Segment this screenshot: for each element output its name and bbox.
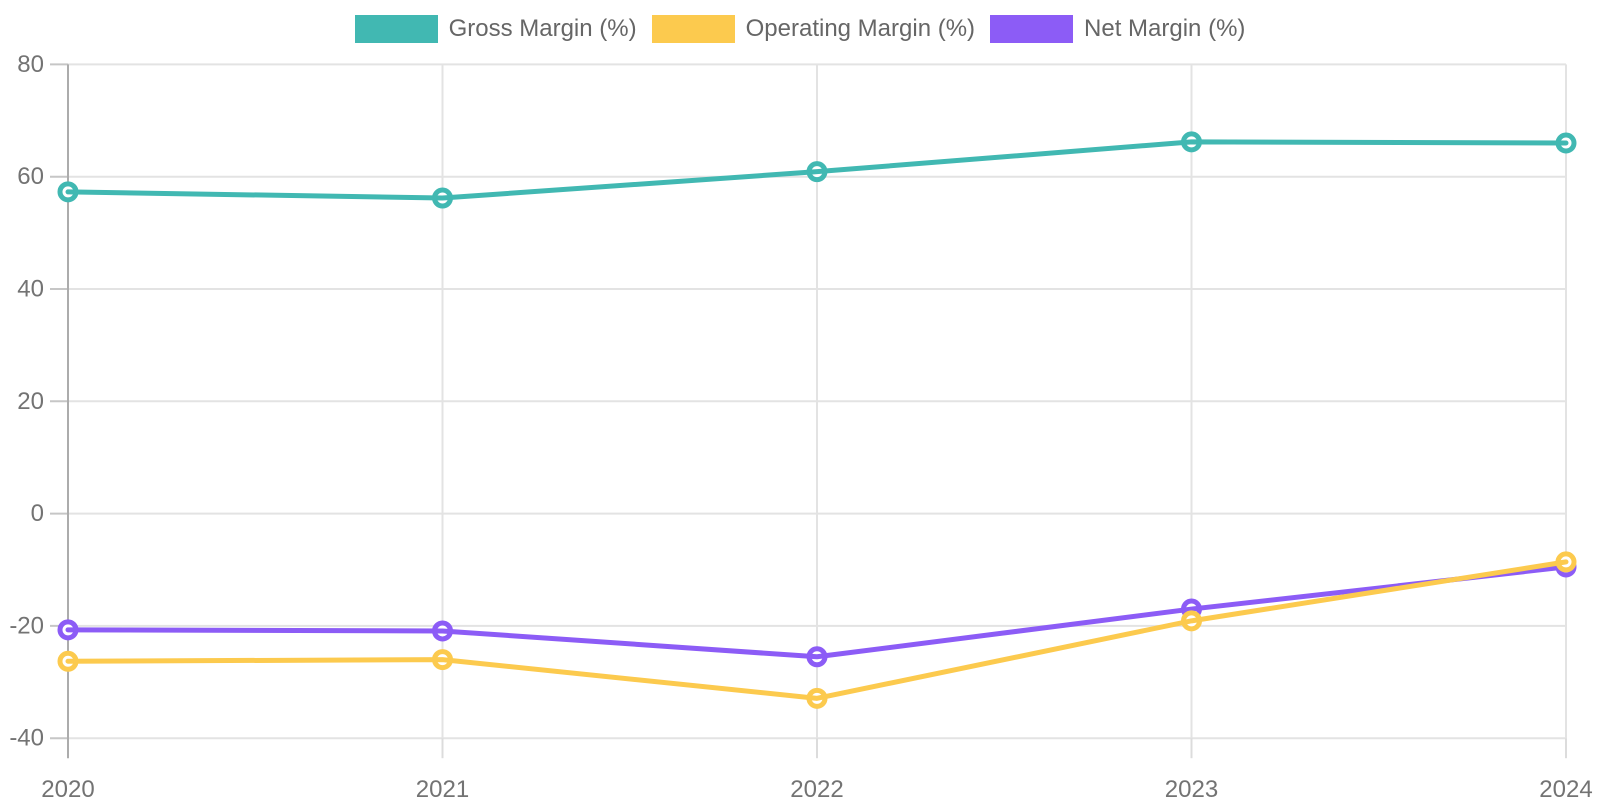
x-axis-label: 2024 xyxy=(1539,776,1592,800)
legend-item-operating-margin[interactable]: Operating Margin (%) xyxy=(651,15,976,43)
y-axis-label: 0 xyxy=(31,500,44,527)
legend-label: Operating Margin (%) xyxy=(745,15,976,42)
y-axis-label: -40 xyxy=(9,725,44,752)
x-axis-label: 2022 xyxy=(790,776,843,800)
y-axis-label: 60 xyxy=(17,163,44,190)
legend-label: Gross Margin (%) xyxy=(448,15,637,42)
legend-item-net-margin[interactable]: Net Margin (%) xyxy=(990,15,1245,43)
legend-label: Net Margin (%) xyxy=(1084,15,1246,42)
legend-item-gross-margin[interactable]: Gross Margin (%) xyxy=(354,15,637,43)
series-line-gross-margin xyxy=(65,139,1569,201)
legend-swatch-icon xyxy=(354,15,438,43)
series-line-net-margin xyxy=(65,564,1569,660)
legend-swatch-icon xyxy=(990,15,1074,43)
series-line-operating-margin xyxy=(65,559,1569,701)
y-axis-label: 20 xyxy=(17,388,44,415)
legend-swatch-icon xyxy=(651,15,735,43)
y-axis-label: 40 xyxy=(17,276,44,303)
y-axis-label: -20 xyxy=(9,612,44,639)
x-axis-label: 2023 xyxy=(1165,776,1218,800)
x-axis-label: 2020 xyxy=(41,776,94,800)
y-axis-label: 80 xyxy=(17,51,44,78)
chart-legend: Gross Margin (%) Operating Margin (%) Net … xyxy=(0,15,1600,43)
x-axis-label: 2021 xyxy=(416,776,469,800)
